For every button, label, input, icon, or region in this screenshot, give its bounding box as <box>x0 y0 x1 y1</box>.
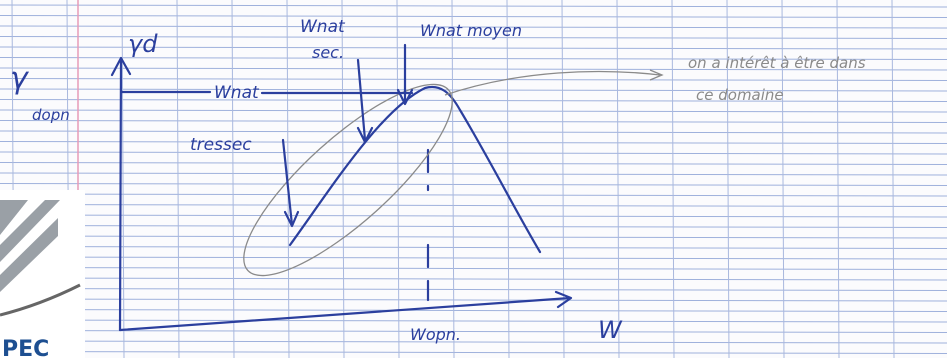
x-axis-label: W <box>598 316 623 344</box>
logo: PEC <box>0 190 85 358</box>
wnat-sec-label-2: sec. <box>312 43 344 62</box>
paper-line <box>0 152 947 154</box>
paper-line <box>507 0 509 358</box>
paper-line <box>0 278 947 280</box>
paper-line <box>0 299 947 301</box>
paper-line <box>0 257 947 259</box>
tressec-label: tressec <box>190 135 252 155</box>
paper-line <box>0 215 947 217</box>
y-value-subscript: dopn <box>32 106 70 124</box>
note-arrow <box>445 70 662 95</box>
wnat-sec-label: Wnat <box>300 17 346 37</box>
note-line: on a intérêt à être dans <box>688 54 866 72</box>
paper-line <box>0 341 947 343</box>
paper-line <box>0 320 947 322</box>
paper-line <box>0 194 947 196</box>
paper-line <box>0 236 947 238</box>
paper-line <box>397 0 399 358</box>
paper-line <box>672 0 674 358</box>
paper-line <box>0 268 947 270</box>
paper-line <box>617 0 619 358</box>
y-value-symbol: γ <box>10 61 30 96</box>
paper-line <box>0 173 947 175</box>
moyen-arrow <box>398 45 412 104</box>
paper-line <box>122 0 124 358</box>
paper-line <box>177 0 179 358</box>
paper-line <box>0 289 947 291</box>
paper-line <box>0 100 947 102</box>
paper-line <box>0 16 947 18</box>
paper-line <box>0 352 947 354</box>
paper-line <box>0 205 947 207</box>
paper-line <box>0 5 947 7</box>
page: PEC γd γ dopn Wnat tressec Wnat sec. Wna… <box>0 0 947 358</box>
paper-line <box>0 89 947 91</box>
compaction-curve <box>290 87 540 252</box>
paper-line <box>0 331 947 333</box>
wnat-moyen-label: Wnat moyen <box>420 21 522 40</box>
wnat-label: Wnat <box>214 83 260 103</box>
paper-line <box>452 0 454 358</box>
y-axis-label: γd <box>128 30 158 58</box>
sec-arrow <box>358 60 372 142</box>
paper-line <box>0 142 947 144</box>
w-opn-label: Wopn. <box>410 325 461 344</box>
paper-line <box>0 310 947 312</box>
paper-line <box>0 226 947 228</box>
paper-line <box>0 163 947 165</box>
paper-line <box>0 247 947 249</box>
paper-line <box>0 110 947 112</box>
paper-line <box>0 79 947 81</box>
paper-line <box>232 0 234 358</box>
logo-text: PEC <box>2 337 49 358</box>
paper-line <box>0 184 947 186</box>
diagram: PEC γd γ dopn Wnat tressec Wnat sec. Wna… <box>0 0 947 358</box>
paper-line <box>0 121 947 123</box>
paper-line <box>892 0 894 358</box>
note-line: ce domaine <box>696 86 784 104</box>
